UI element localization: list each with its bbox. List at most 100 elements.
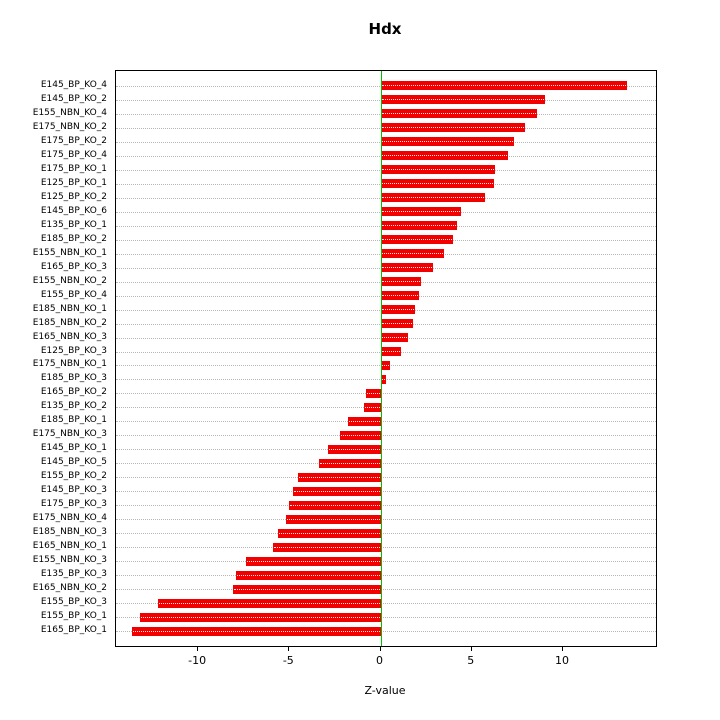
gridline	[116, 393, 656, 395]
gridline	[116, 519, 656, 521]
category-label: E145_BP_KO_3	[40, 485, 107, 496]
bar	[380, 263, 434, 273]
gridline	[116, 617, 656, 619]
bar	[380, 305, 416, 315]
bar	[245, 556, 381, 566]
x-tick	[197, 646, 199, 651]
category-label: E175_NBN_KO_1	[32, 359, 107, 370]
category-label: E155_NBN_KO_4	[32, 107, 107, 118]
bar	[380, 95, 545, 105]
bar	[318, 458, 381, 468]
bar	[380, 360, 390, 370]
x-tick-label: 5	[467, 654, 475, 667]
category-label: E185_NBN_KO_2	[32, 317, 107, 328]
bar	[380, 109, 538, 119]
category-label: E185_NBN_KO_3	[32, 527, 107, 538]
category-label: E155_NBN_KO_2	[32, 275, 107, 286]
category-label: E175_BP_KO_2	[40, 135, 107, 146]
gridline	[116, 463, 656, 465]
bar	[380, 165, 496, 175]
bar	[292, 486, 381, 496]
category-label: E165_NBN_KO_3	[32, 331, 107, 342]
category-label: E165_BP_KO_1	[40, 625, 107, 635]
x-tick-label: -10	[188, 654, 207, 667]
bar	[380, 319, 414, 329]
gridline	[116, 505, 656, 507]
bar	[380, 277, 421, 287]
bar	[380, 123, 525, 133]
bar	[365, 388, 381, 398]
bar	[380, 207, 461, 217]
gridline	[116, 589, 656, 591]
category-label: E165_NBN_KO_1	[32, 541, 107, 552]
bar	[380, 333, 408, 343]
bar	[380, 193, 485, 203]
x-tick	[561, 646, 563, 651]
category-label: E125_BP_KO_1	[40, 177, 107, 188]
bar	[285, 514, 381, 524]
gridline	[116, 561, 656, 563]
category-label: E175_NBN_KO_3	[32, 429, 107, 440]
category-label: E145_BP_KO_1	[40, 443, 107, 454]
category-label: E135_BP_KO_1	[40, 219, 107, 230]
bar	[364, 402, 381, 412]
bar	[340, 430, 381, 440]
gridline	[116, 631, 656, 632]
category-label: E165_NBN_KO_2	[32, 583, 107, 594]
category-label: E155_BP_KO_4	[40, 289, 107, 300]
bar	[232, 584, 381, 594]
category-label: E135_BP_KO_2	[40, 401, 107, 412]
x-axis: -10 -5 0 5 10	[115, 646, 655, 676]
bar	[272, 542, 381, 552]
gridline	[116, 421, 656, 423]
bar	[380, 137, 514, 147]
bar	[278, 528, 381, 538]
category-label: E175_BP_KO_1	[40, 163, 107, 174]
gridline	[116, 449, 656, 451]
category-label: E175_NBN_KO_4	[32, 513, 107, 524]
bar	[380, 179, 494, 189]
bar	[347, 416, 381, 426]
category-label: E155_NBN_KO_1	[32, 247, 107, 258]
category-label: E165_BP_KO_2	[40, 387, 107, 398]
category-label: E135_BP_KO_3	[40, 569, 107, 580]
gridline	[116, 407, 656, 409]
bar	[380, 374, 386, 384]
bar	[327, 444, 381, 454]
category-label: E145_BP_KO_6	[40, 205, 107, 216]
gridline	[116, 477, 656, 479]
category-label: E175_BP_KO_3	[40, 499, 107, 510]
x-tick	[470, 646, 472, 651]
x-tick	[288, 646, 290, 651]
category-label: E185_BP_KO_2	[40, 233, 107, 244]
bar	[380, 151, 509, 161]
bar	[380, 235, 454, 245]
category-label: E145_BP_KO_4	[40, 79, 107, 90]
bar	[380, 291, 419, 301]
category-label: E155_NBN_KO_3	[32, 555, 107, 566]
gridline	[116, 379, 656, 381]
x-tick-label: 0	[376, 654, 384, 667]
gridline	[116, 575, 656, 577]
category-label: E175_BP_KO_4	[40, 149, 107, 160]
gridline	[116, 603, 656, 605]
category-label: E165_BP_KO_3	[40, 261, 107, 272]
bar	[236, 570, 381, 580]
category-label: E145_BP_KO_2	[40, 93, 107, 104]
category-label: E155_BP_KO_2	[40, 471, 107, 482]
bar	[380, 221, 458, 231]
bar	[132, 626, 381, 636]
bar	[380, 347, 401, 356]
bar	[380, 249, 445, 259]
category-label: E125_BP_KO_3	[40, 345, 107, 356]
bar	[298, 472, 381, 482]
category-label: E145_BP_KO_5	[40, 457, 107, 468]
y-axis-labels: E145_BP_KO_4 E145_BP_KO_2 E155_NBN_KO_4 E17…	[0, 70, 113, 645]
category-label: E155_BP_KO_3	[40, 597, 107, 608]
category-label: E185_BP_KO_3	[40, 373, 107, 384]
bar	[157, 598, 381, 608]
gridline	[116, 491, 656, 493]
category-label: E125_BP_KO_2	[40, 191, 107, 202]
bar	[289, 500, 381, 510]
